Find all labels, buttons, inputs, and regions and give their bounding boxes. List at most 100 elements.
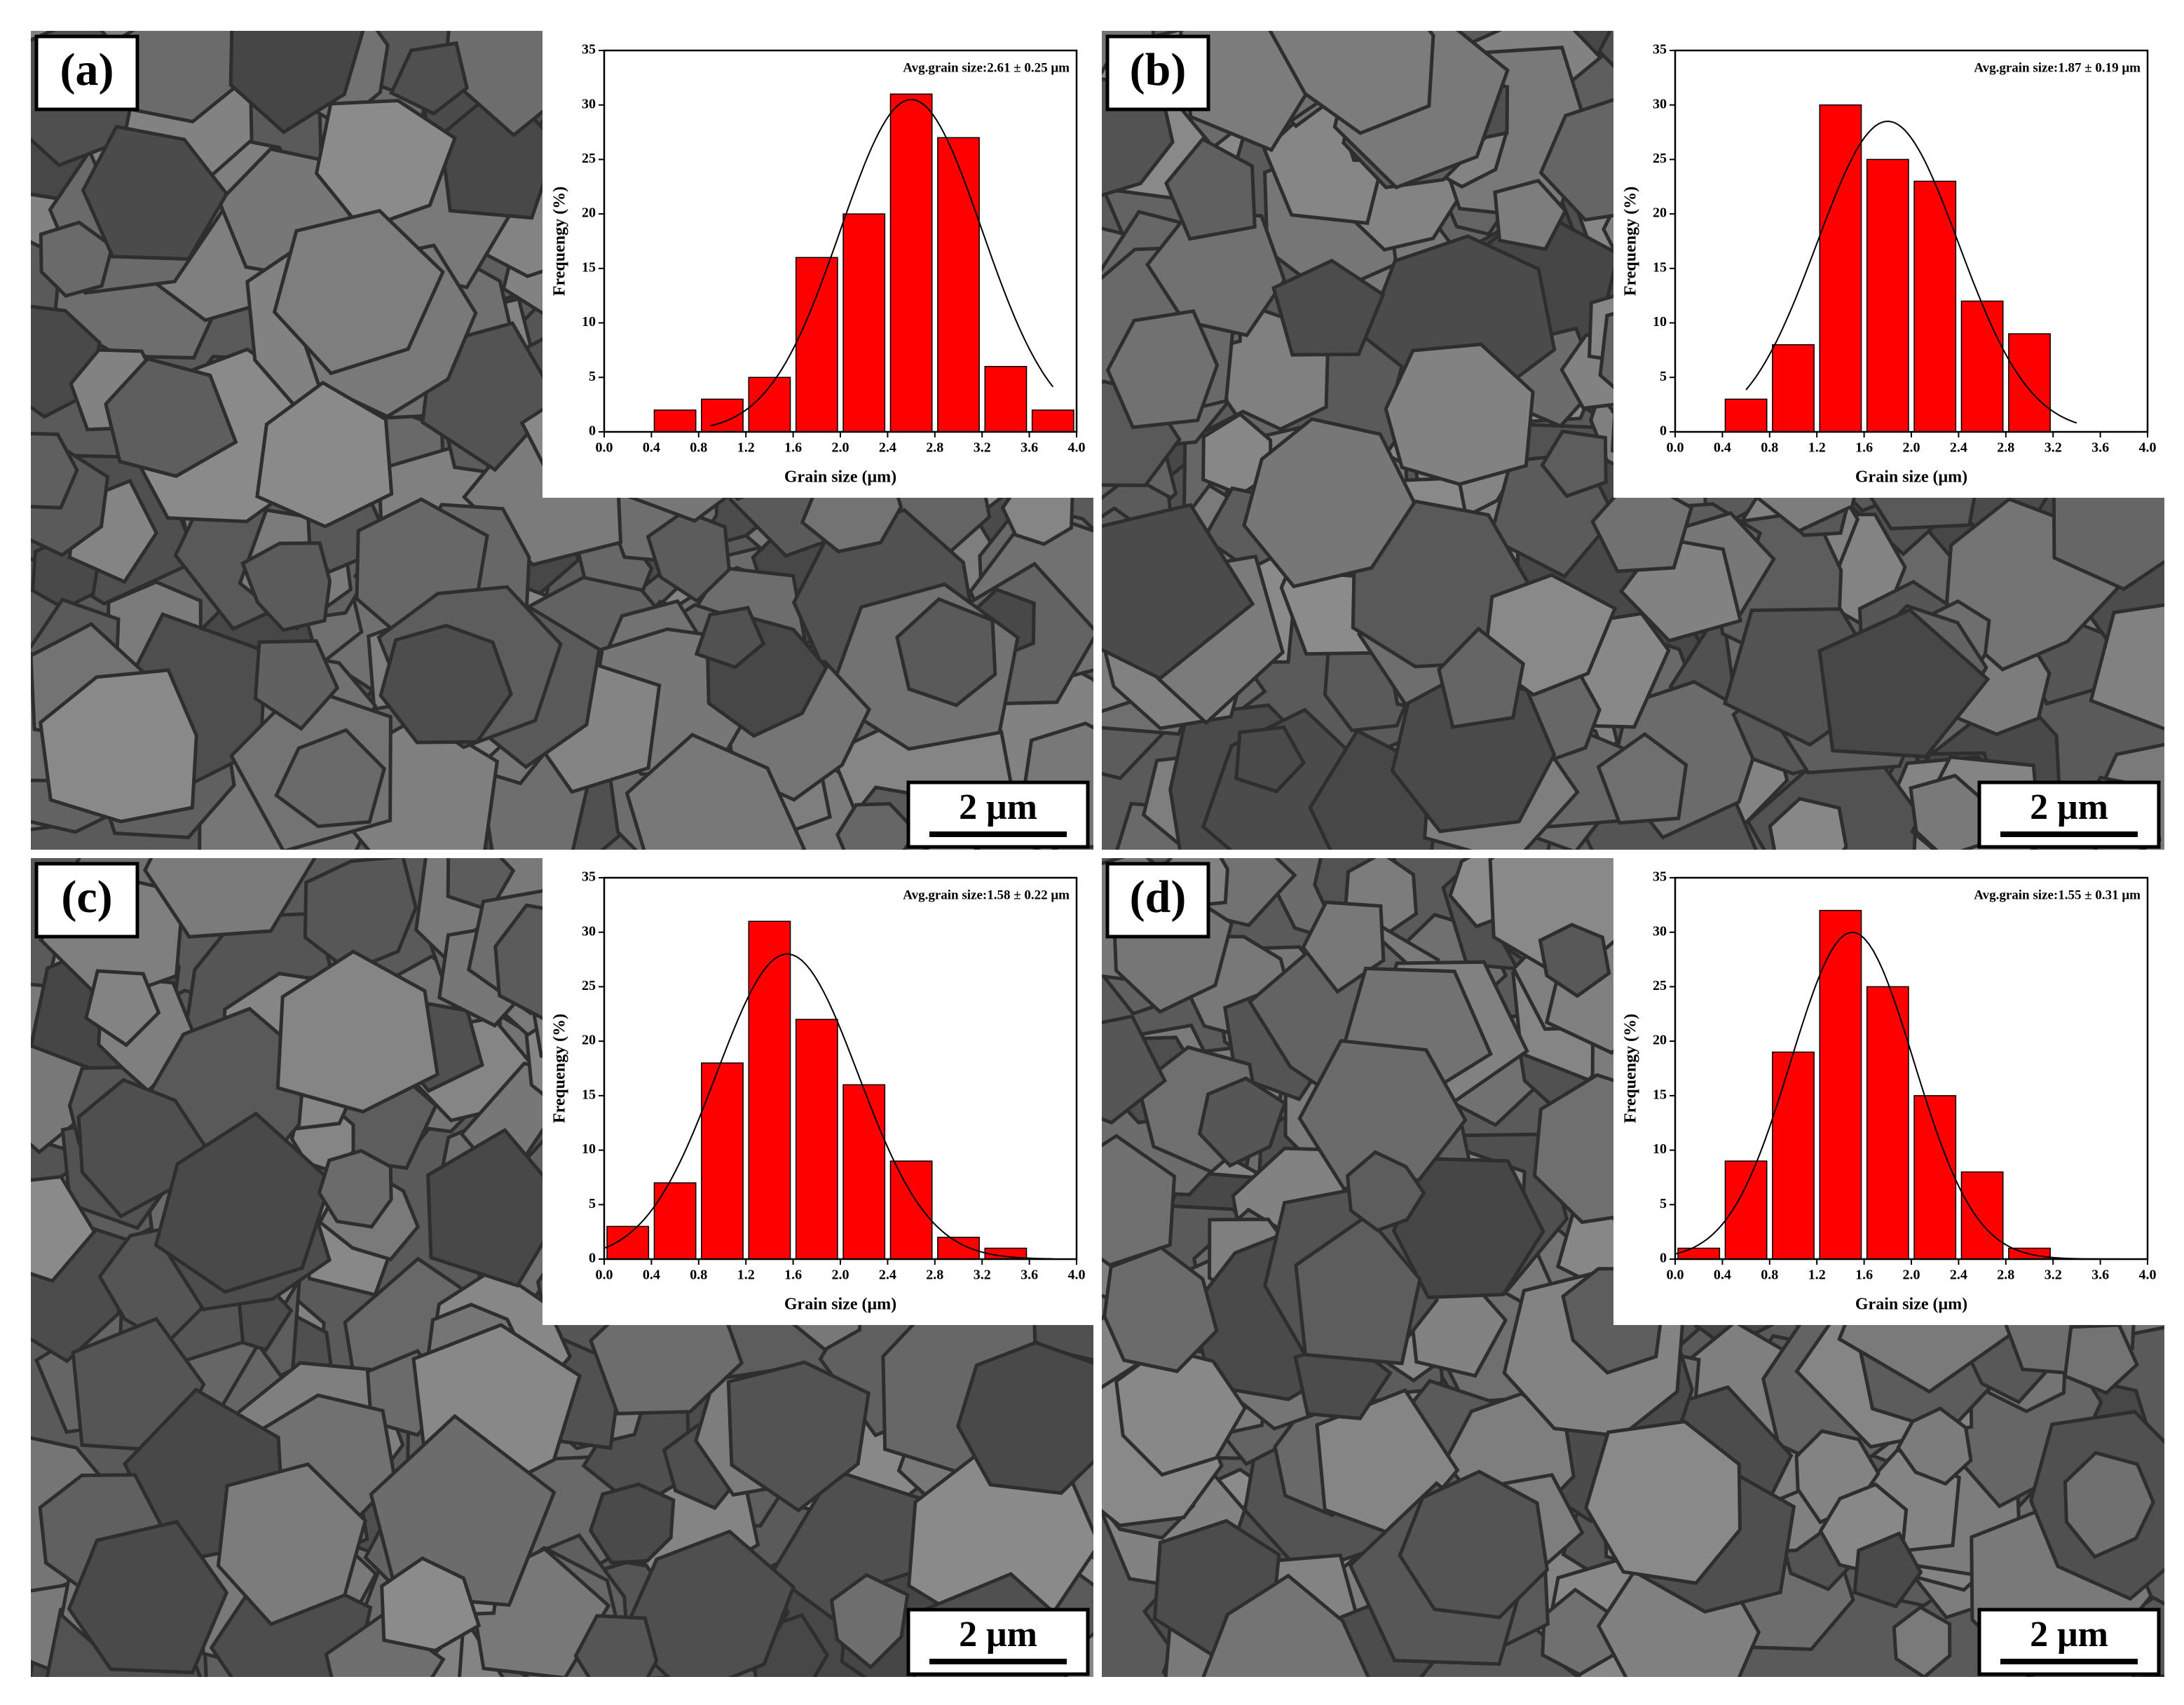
grain	[1297, 1039, 1468, 1191]
scale-bar-label: 2 μm	[2030, 1615, 2108, 1655]
bar	[937, 137, 980, 433]
bar	[1724, 1160, 1768, 1260]
bar	[1866, 986, 1909, 1260]
grain	[1102, 1134, 1177, 1268]
x-tick-label: 3.6	[2091, 440, 2109, 456]
bar	[889, 93, 933, 433]
x-tick-label: 0.8	[690, 1268, 707, 1283]
annotation: Avg.grain size:1.87 ± 0.19 μm	[1974, 60, 2141, 75]
grain	[317, 1148, 393, 1229]
x-tick-label: 3.6	[2091, 1268, 2109, 1283]
x-tick-label: 1.2	[737, 440, 755, 456]
grain	[1584, 1420, 1742, 1585]
bar	[1772, 1051, 1815, 1260]
grain	[1102, 1014, 1167, 1125]
grain	[216, 1462, 368, 1626]
grain	[646, 509, 731, 604]
y-tick-label: 35	[1653, 42, 1667, 57]
y-tick-label: 25	[1653, 978, 1667, 993]
grain	[389, 41, 470, 116]
x-tick-label: 0.4	[1714, 1268, 1731, 1283]
grain	[1493, 178, 1568, 252]
x-tick-label: 4.0	[1068, 440, 1086, 456]
x-tick-label: 1.6	[784, 440, 802, 456]
panel: (d) 2 μm 0.0 0.4 0.8 1.2 1.6 2.0 2.4 2.8 3.2 3.6 4.0…	[1102, 858, 2169, 1677]
grain	[31, 1174, 97, 1284]
x-tick-label: 2.8	[926, 1268, 943, 1283]
bar	[653, 409, 697, 433]
x-tick-label: 1.6	[1855, 1268, 1873, 1283]
y-tick-label: 25	[1653, 151, 1667, 166]
y-tick-label: 35	[582, 869, 596, 885]
grain	[274, 728, 386, 829]
scale-bar-label: 2 μm	[959, 1615, 1037, 1655]
grain	[2089, 603, 2164, 731]
x-tick-label: 4.0	[2139, 440, 2157, 456]
x-tick-label: 3.6	[1021, 1268, 1038, 1283]
grain	[1391, 1157, 1545, 1300]
bar	[842, 1084, 886, 1260]
y-tick-label: 5	[1660, 1196, 1667, 1211]
bar	[748, 376, 791, 433]
y-tick-label: 20	[1653, 1033, 1667, 1048]
bar	[1960, 1171, 2004, 1260]
panel-label: (c)	[61, 871, 112, 923]
grain	[1197, 1076, 1288, 1168]
bar	[1913, 180, 1957, 433]
x-tick-label: 1.6	[784, 1268, 802, 1283]
grain	[625, 733, 807, 850]
bar	[937, 1237, 980, 1260]
y-tick-label: 0	[1660, 423, 1667, 439]
x-axis-label: Grain size (μm)	[1855, 468, 1967, 487]
fit-curve	[1745, 120, 2077, 424]
x-tick-label: 2.8	[1997, 440, 2014, 456]
y-tick-label: 0	[1660, 1251, 1667, 1266]
bar	[1960, 300, 2004, 433]
x-tick-label: 4.0	[1068, 1268, 1086, 1283]
grain	[228, 31, 365, 135]
panel: (b) 2 μm 0.0 0.4 0.8 1.2 1.6 2.0 2.4 2.8 3.2 3.6 4.0…	[1102, 31, 2169, 850]
y-tick-label: 30	[1653, 923, 1667, 939]
grain	[1271, 258, 1386, 357]
x-tick-label: 2.0	[1903, 440, 1920, 456]
grain	[1102, 379, 1182, 487]
grain	[1892, 1605, 1952, 1677]
bar	[1819, 104, 1862, 433]
y-tick-label: 25	[582, 151, 596, 166]
grain	[314, 98, 458, 231]
grain	[1590, 473, 1694, 573]
y-axis-label: Frequengy (%)	[551, 1014, 569, 1123]
x-tick-label: 0.0	[596, 440, 613, 456]
x-tick-label: 1.2	[1808, 1268, 1826, 1283]
x-axis-label: Grain size (μm)	[1855, 1296, 1967, 1314]
annotation: Avg.grain size:1.58 ± 0.22 μm	[903, 888, 1070, 902]
x-tick-label: 4.0	[2139, 1268, 2157, 1283]
y-tick-label: 10	[582, 1141, 596, 1157]
grain	[143, 858, 317, 939]
grain	[2063, 1451, 2155, 1559]
x-axis-label: Grain size (μm)	[784, 1296, 896, 1314]
grain	[1345, 1150, 1426, 1232]
x-tick-label: 0.4	[643, 440, 660, 456]
x-tick-label: 0.8	[1761, 1268, 1778, 1283]
y-tick-label: 20	[582, 205, 596, 221]
x-axis-label: Grain size (μm)	[784, 468, 896, 487]
bar	[1819, 909, 1862, 1260]
bar	[984, 365, 1028, 433]
y-tick-label: 30	[582, 96, 596, 111]
y-tick-label: 15	[582, 259, 596, 275]
panel-label: (d)	[1130, 871, 1187, 923]
panel-label-box	[1105, 862, 1210, 939]
bar	[701, 1062, 744, 1260]
bar	[1866, 158, 1909, 433]
grain	[1538, 923, 1611, 998]
panel-label: (b)	[1130, 44, 1187, 95]
grain	[1301, 900, 1386, 994]
grain	[240, 541, 332, 632]
annotation: Avg.grain size:2.61 ± 0.25 μm	[903, 60, 1070, 75]
grain	[573, 1614, 659, 1677]
panel: (c) 2 μm 0.0 0.4 0.8 1.2 1.6 2.0 2.4 2.8 3.2 3.6 4.0…	[31, 858, 1098, 1677]
bar	[1913, 1095, 1957, 1260]
grain	[1852, 1531, 1923, 1609]
grain	[2063, 1323, 2139, 1395]
